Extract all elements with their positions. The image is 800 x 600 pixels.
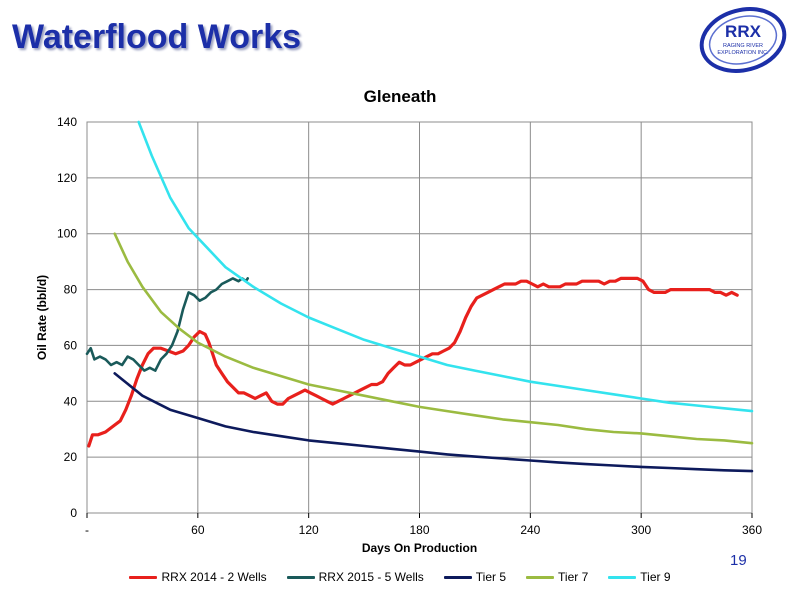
legend-swatch — [443, 575, 472, 579]
y-tick-label: 0 — [70, 506, 77, 520]
chart-legend: RRX 2014 - 2 Wells RRX 2015 - 5 Wells Tier… — [0, 570, 800, 584]
y-tick-label: 40 — [64, 394, 78, 408]
series-line-1 — [85, 277, 249, 372]
y-tick-label: 140 — [57, 115, 77, 129]
legend-item: RRX 2014 - 2 Wells — [129, 570, 267, 584]
legend-swatch — [526, 575, 555, 579]
legend-item: Tier 7 — [526, 570, 588, 584]
chart-series — [85, 120, 754, 473]
slide-title: Waterflood Works — [12, 18, 302, 56]
legend-label: Tier 5 — [475, 570, 507, 584]
x-tick-label: - — [85, 523, 89, 537]
legend-item: RRX 2015 - 5 Wells — [286, 570, 424, 584]
page-number: 19 — [730, 552, 747, 569]
x-tick-label: 240 — [520, 523, 540, 537]
series-line-0 — [87, 276, 739, 448]
legend-item: Tier 9 — [608, 570, 671, 584]
logo-subtext-1: RAGING RIVER — [723, 43, 763, 49]
y-tick-label: 100 — [57, 227, 77, 241]
y-tick-label: 20 — [64, 450, 78, 464]
chart-axes: 0 20 40 60 80 100 120 140 - 60 120 180 240 300 360 — [57, 115, 762, 537]
x-tick-label: 60 — [191, 523, 205, 537]
legend-label: Tier 9 — [640, 570, 671, 584]
x-tick-label: 180 — [409, 523, 429, 537]
y-tick-label: 60 — [64, 338, 78, 352]
chart-title: Gleneath — [363, 87, 437, 106]
legend-swatch — [129, 575, 158, 579]
legend-swatch — [286, 575, 315, 579]
rrx-logo: RRX RAGING RIVER EXPLORATION INC. — [699, 7, 787, 73]
legend-label: Tier 7 — [558, 570, 589, 584]
series-line-3 — [113, 232, 754, 445]
legend-label: RRX 2014 - 2 Wells — [161, 570, 267, 584]
series-line-4 — [137, 120, 754, 413]
x-tick-label: 120 — [299, 523, 319, 537]
legend-item: Tier 5 — [443, 570, 507, 584]
y-axis-label: Oil Rate (bbl/d) — [35, 275, 49, 360]
logo-subtext-2: EXPLORATION INC. — [717, 50, 769, 56]
x-tick-label: 360 — [742, 523, 762, 537]
series-line-2 — [113, 372, 754, 473]
chart-grid — [86, 121, 753, 514]
y-tick-label: 80 — [64, 283, 78, 297]
legend-label: RRX 2015 - 5 Wells — [318, 570, 424, 584]
x-tick-label: 300 — [631, 523, 651, 537]
legend-swatch — [608, 575, 637, 579]
y-tick-label: 120 — [57, 171, 77, 185]
logo-text: RRX — [725, 22, 762, 41]
x-axis-label: Days On Production — [362, 541, 477, 555]
